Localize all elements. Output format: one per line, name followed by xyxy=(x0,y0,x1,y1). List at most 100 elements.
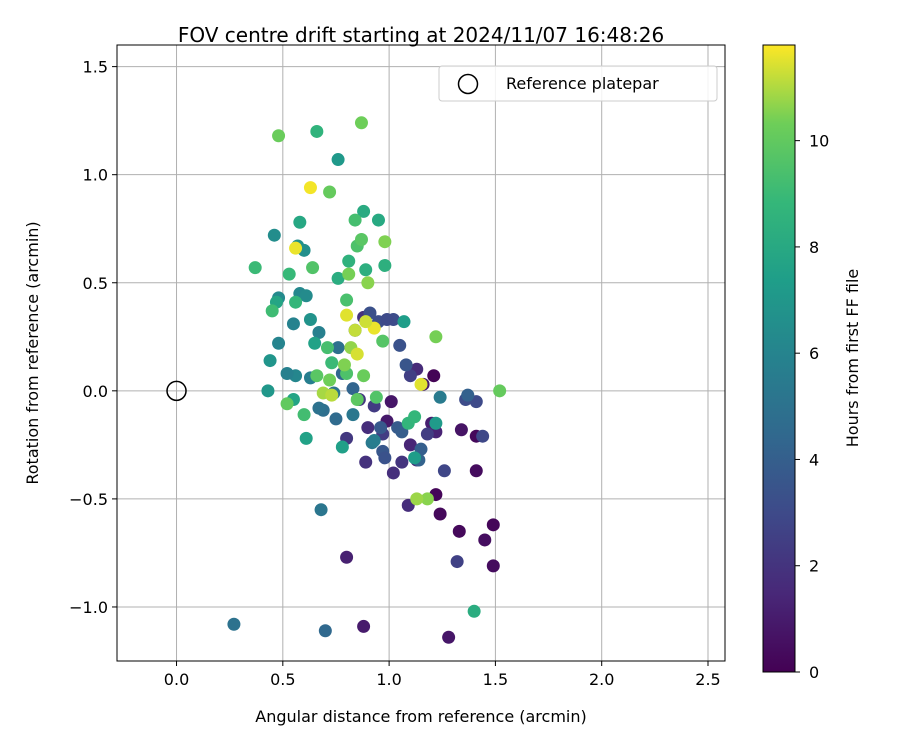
data-point xyxy=(331,153,345,167)
data-point xyxy=(303,181,317,195)
data-point xyxy=(346,382,360,396)
data-point xyxy=(308,336,322,350)
colorbar-tick-label: 0 xyxy=(809,663,819,682)
data-point xyxy=(414,377,428,391)
data-point xyxy=(469,464,483,478)
scatter-points xyxy=(227,116,507,644)
y-tick-label: 0.5 xyxy=(83,274,108,293)
colorbar: 0 2 4 6 8 10 Hours from first FF file xyxy=(762,44,862,682)
data-point xyxy=(323,373,337,387)
data-point xyxy=(272,336,286,350)
data-point xyxy=(357,204,371,218)
data-point xyxy=(303,312,317,326)
data-point xyxy=(248,261,262,275)
data-point xyxy=(342,267,356,281)
data-point xyxy=(437,464,451,478)
data-point xyxy=(384,395,398,409)
data-point xyxy=(286,317,300,331)
data-point xyxy=(493,384,507,398)
data-point xyxy=(350,392,364,406)
data-point xyxy=(367,434,381,448)
data-point xyxy=(369,390,383,404)
data-point xyxy=(280,397,294,411)
data-point xyxy=(267,228,281,242)
x-tick-label: 0.0 xyxy=(164,670,189,689)
data-point xyxy=(410,492,424,506)
data-point xyxy=(429,330,443,344)
data-point xyxy=(461,388,475,402)
data-point xyxy=(312,325,326,339)
data-point xyxy=(386,466,400,480)
data-point xyxy=(467,604,481,618)
data-point xyxy=(320,341,334,355)
x-tick-label: 2.0 xyxy=(589,670,614,689)
data-point xyxy=(454,423,468,437)
legend-entry-label: Reference platepar xyxy=(506,74,659,93)
x-tick-label: 1.0 xyxy=(376,670,401,689)
y-tick-label: −0.5 xyxy=(69,490,108,509)
data-point xyxy=(397,315,411,329)
x-tick-label: 2.5 xyxy=(695,670,720,689)
colorbar-tick-label: 4 xyxy=(809,450,819,469)
data-point xyxy=(433,507,447,521)
data-point xyxy=(359,263,373,277)
data-point xyxy=(357,619,371,633)
data-point xyxy=(346,408,360,422)
data-point xyxy=(299,431,313,445)
colorbar-tick-label: 10 xyxy=(809,132,829,151)
plot-frame xyxy=(116,44,726,662)
data-point xyxy=(442,630,456,644)
colorbar-ticks: 0 2 4 6 8 10 xyxy=(795,132,829,682)
legend-open-circle-icon xyxy=(457,73,479,95)
data-point xyxy=(393,338,407,352)
reference-platepar-marker xyxy=(166,380,187,402)
grid xyxy=(117,45,725,661)
legend: Reference platepar xyxy=(438,65,718,102)
data-point xyxy=(265,304,279,318)
y-tick-label: 0.0 xyxy=(83,382,108,401)
data-point xyxy=(378,235,392,249)
data-point xyxy=(263,354,277,368)
axis-ticks: 0.0 0.5 1.0 1.5 2.0 2.5 1.5 1.0 0.5 0.0 −0.5 −1.0 xyxy=(69,58,721,689)
data-point xyxy=(340,550,354,564)
data-point xyxy=(395,455,409,469)
data-point xyxy=(282,267,296,281)
data-point xyxy=(310,124,324,138)
data-point xyxy=(399,358,413,372)
data-point xyxy=(371,213,385,227)
colorbar-tick-label: 8 xyxy=(809,238,819,257)
colorbar-tick-label: 6 xyxy=(809,344,819,363)
data-point xyxy=(420,492,434,506)
data-point xyxy=(348,213,362,227)
data-point xyxy=(350,347,364,361)
data-point xyxy=(337,358,351,372)
data-point xyxy=(342,254,356,268)
data-point xyxy=(272,129,286,143)
x-axis-label: Angular distance from reference (arcmin) xyxy=(255,707,586,726)
data-point xyxy=(354,116,368,130)
data-point xyxy=(380,312,394,326)
data-point xyxy=(354,233,368,247)
data-point xyxy=(299,289,313,303)
colorbar-tick-label: 2 xyxy=(809,557,819,576)
data-point xyxy=(403,438,417,452)
x-tick-label: 1.5 xyxy=(483,670,508,689)
data-point xyxy=(297,408,311,422)
data-point xyxy=(335,440,349,454)
y-axis-label: Rotation from reference (arcmin) xyxy=(23,221,42,484)
data-point xyxy=(340,308,354,322)
data-point xyxy=(314,503,328,517)
data-point xyxy=(427,369,441,383)
y-tick-label: 1.0 xyxy=(83,166,108,185)
data-point xyxy=(289,241,303,255)
data-point xyxy=(329,412,343,426)
data-point xyxy=(429,416,443,430)
data-point xyxy=(331,341,345,355)
data-point xyxy=(450,555,464,569)
data-point xyxy=(486,518,500,532)
data-point xyxy=(289,295,303,309)
data-point xyxy=(318,624,332,638)
data-point xyxy=(323,185,337,199)
legend-box xyxy=(438,65,718,102)
